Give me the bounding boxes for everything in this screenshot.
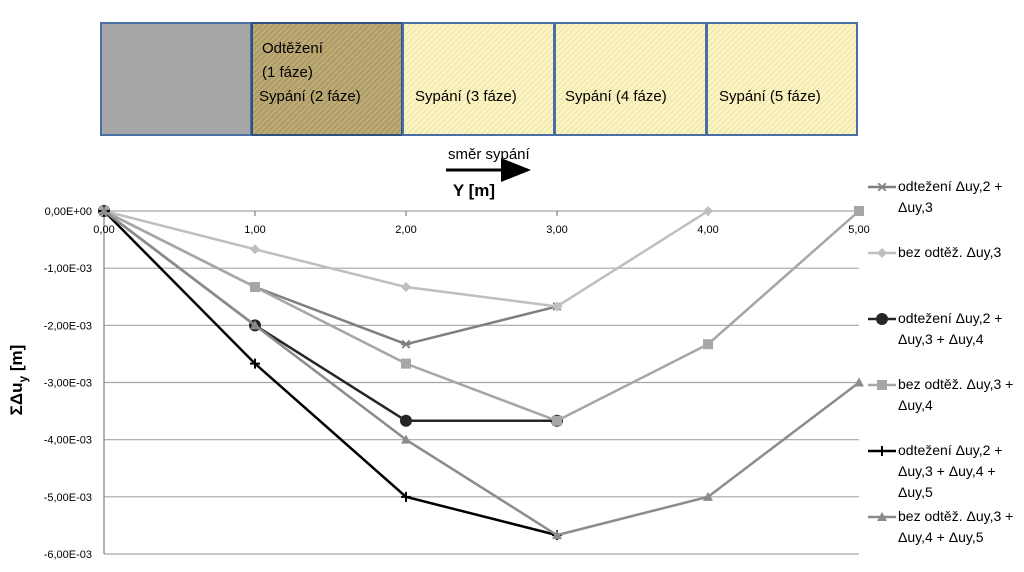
series-2	[99, 206, 713, 312]
legend-label-line: Δuy,3 + Δuy,4 +	[898, 463, 996, 479]
legend-swatch	[868, 446, 896, 456]
data-point-circle	[400, 414, 412, 427]
phase-label: Sypání (3 fáze)	[415, 88, 517, 105]
legend-label-line: bez odtěž. Δuy,3 +	[898, 376, 1014, 392]
legend-label: bez odtěž. Δuy,3 + Δuy,4 + Δuy,5	[898, 506, 1024, 548]
gridlines	[103, 210, 860, 555]
data-point-asterisk	[877, 182, 887, 192]
data-point-plus	[877, 446, 887, 456]
series-6	[99, 206, 864, 540]
phase-label-line-2: (1 fáze)	[262, 64, 313, 81]
data-point-diamond	[877, 248, 887, 258]
phase-box-4: Sypání (4 fáze)	[554, 22, 707, 136]
data-point-square	[401, 358, 411, 369]
data-point-triangle	[877, 512, 887, 521]
legend-label-line: Δuy,4	[898, 397, 933, 413]
legend-swatch	[868, 380, 896, 390]
y-tick-label: -3,00E-03	[44, 378, 92, 390]
legend-label: bez odtěž. Δuy,3	[898, 242, 1024, 263]
data-point-triangle	[99, 206, 109, 215]
phase-box-3: Sypání (3 fáze)	[402, 22, 555, 136]
series-line	[103, 209, 860, 423]
legend-label-line: bez odtěž. Δuy,3 +	[898, 508, 1014, 524]
y-tick-label: -1,00E-03	[44, 263, 92, 275]
data-point-triangle	[250, 320, 260, 330]
y-axis-title-suffix: [m]	[7, 345, 26, 376]
x-tick-label: 1,00	[244, 224, 265, 236]
data-point-triangle	[854, 377, 864, 387]
x-tick-label: 0,00	[93, 224, 114, 236]
data-point-asterisk	[401, 339, 411, 349]
data-point-triangle	[703, 491, 713, 501]
tick-labels: 0,00E+00 -1,00E-03 -2,00E-03 -3,00E-03 -4,00…	[44, 206, 870, 561]
legend-label-line: Δuy,5	[898, 484, 933, 500]
phase-box-5: Sypání (5 fáze)	[706, 22, 858, 136]
x-tick-label: 4,00	[697, 224, 718, 236]
phase-label: Sypání (4 fáze)	[565, 88, 667, 105]
data-point-square	[250, 282, 260, 293]
x-tick-label: 3,00	[546, 224, 567, 236]
series-line	[103, 210, 558, 537]
y-tick-label: -6,00E-03	[44, 549, 92, 561]
data-point-square	[703, 339, 713, 350]
legend-label-line: bez odtěž. Δuy,3	[898, 244, 1002, 260]
data-point-diamond	[250, 244, 260, 255]
data-point-triangle	[401, 434, 411, 444]
x-tick-label: 5,00	[848, 224, 869, 236]
data-point-diamond	[401, 282, 411, 293]
legend-label-line: odtežení Δuy,2 +	[898, 442, 1003, 458]
legend-label-line: Δuy,3	[898, 199, 933, 215]
y-tick-label: -5,00E-03	[44, 492, 92, 504]
phase-box-excavation-grey	[100, 22, 252, 136]
y-tick-label: -2,00E-03	[44, 320, 92, 332]
legend-label: odtežení Δuy,2 + Δuy,3 + Δuy,4	[898, 308, 1024, 350]
legend-swatch	[868, 313, 896, 325]
legend-label: odtežení Δuy,2 + Δuy,3 + Δuy,4 + Δuy,5	[898, 440, 1024, 503]
legend-label: odtežení Δuy,2 + Δuy,3	[898, 176, 1024, 218]
phase-label: Sypání (5 fáze)	[719, 88, 821, 105]
data-point-plus	[401, 491, 411, 502]
legend-label-line: Δuy,4 + Δuy,5	[898, 529, 984, 545]
series-group	[98, 205, 864, 541]
data-point-diamond	[703, 206, 713, 216]
y-axis-title-subscript: y	[16, 376, 30, 383]
y-axis-title-main: ΣΔu	[7, 383, 26, 416]
phase-label-line-1: Odtěžení	[262, 40, 323, 57]
phase-box-1-2: Odtěžení (1 fáze) Sypání (2 fáze)	[251, 22, 403, 136]
data-point-square	[854, 206, 864, 216]
data-point-plus	[250, 358, 260, 369]
phase-label-line-3: Sypání (2 fáze)	[259, 88, 361, 105]
legend-swatch	[868, 512, 896, 521]
data-point-diamond	[552, 301, 562, 312]
legend-label-line: odtežení Δuy,2 +	[898, 310, 1003, 326]
legend-label-line: odtežení Δuy,2 +	[898, 178, 1003, 194]
y-axis-title: ΣΔuy [m]	[7, 345, 30, 416]
legend-label-line: Δuy,3 + Δuy,4	[898, 331, 984, 347]
data-point-square	[877, 380, 887, 390]
legend-swatch	[868, 248, 896, 258]
legend-label: bez odtěž. Δuy,3 + Δuy,4	[898, 374, 1024, 416]
data-point-triangle	[552, 530, 562, 540]
data-point-circle	[876, 313, 888, 325]
y-tick-label: 0,00E+00	[45, 206, 92, 218]
x-axis-title: Y [m]	[453, 181, 495, 200]
x-tick-label: 2,00	[395, 224, 416, 236]
series-line	[103, 210, 860, 537]
y-tick-label: -4,00E-03	[44, 435, 92, 447]
legend-swatch	[868, 182, 896, 192]
phase-diagram: Odtěžení (1 fáze) Sypání (2 fáze) Sypání…	[100, 22, 858, 136]
data-point-square	[552, 415, 562, 426]
